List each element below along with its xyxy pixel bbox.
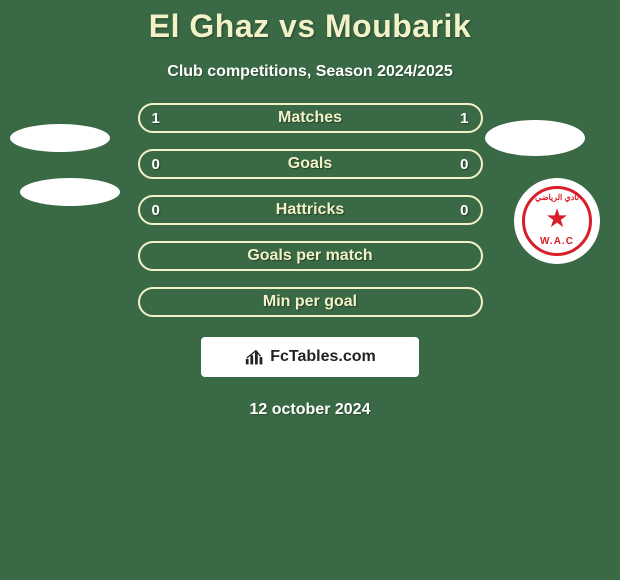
stat-row-hattricks: 0 Hattricks 0 (138, 195, 483, 225)
player-placeholder-right-1 (485, 120, 585, 156)
stat-left-value: 0 (152, 202, 172, 219)
stat-label: Hattricks (276, 201, 344, 219)
stat-label: Goals (288, 155, 332, 173)
stat-label: Min per goal (263, 293, 357, 311)
stat-right-value: 0 (449, 156, 469, 173)
attribution-text: FcTables.com (270, 348, 376, 366)
club-arabic-text: نادي الرياضي (535, 193, 579, 202)
stat-left-value: 1 (152, 110, 172, 127)
star-icon: ★ (545, 203, 568, 234)
page-subtitle: Club competitions, Season 2024/2025 (167, 63, 452, 81)
player-placeholder-left-1 (10, 124, 110, 152)
club-badge-inner: نادي الرياضي ★ W.A.C (522, 186, 592, 256)
stat-right-value: 1 (449, 110, 469, 127)
stat-row-goals: 0 Goals 0 (138, 149, 483, 179)
stat-row-goals-per-match: Goals per match (138, 241, 483, 271)
stat-label: Goals per match (247, 247, 372, 265)
page-title: El Ghaz vs Moubarik (149, 8, 471, 45)
stat-label: Matches (278, 109, 342, 127)
club-badge-right: نادي الرياضي ★ W.A.C (514, 178, 600, 264)
player-placeholder-left-2 (20, 178, 120, 206)
stat-row-min-per-goal: Min per goal (138, 287, 483, 317)
stat-row-matches: 1 Matches 1 (138, 103, 483, 133)
club-acronym: W.A.C (540, 236, 574, 247)
stat-right-value: 0 (449, 202, 469, 219)
stat-left-value: 0 (152, 156, 172, 173)
attribution-link[interactable]: FcTables.com (201, 337, 419, 377)
bars-icon (244, 349, 264, 365)
date-label: 12 october 2024 (250, 401, 371, 419)
